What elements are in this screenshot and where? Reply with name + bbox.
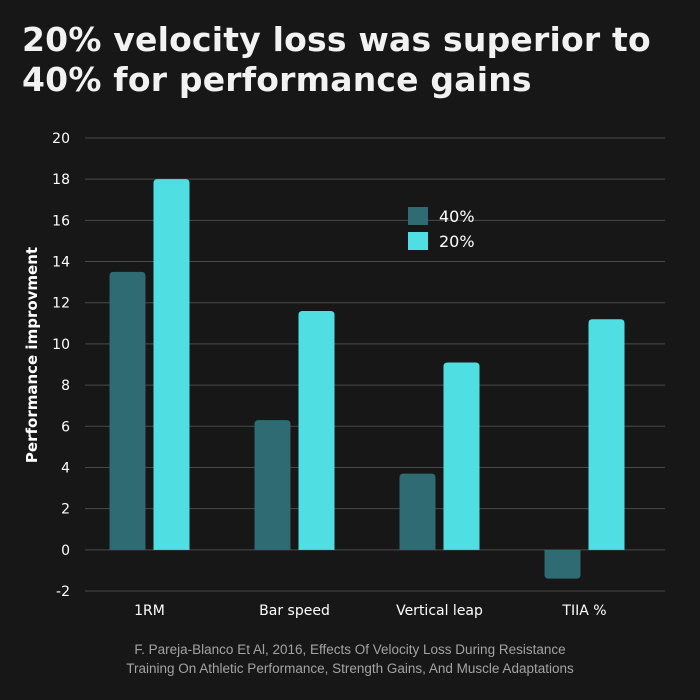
bars <box>109 179 625 579</box>
y-tick-label: 18 <box>52 172 70 188</box>
y-tick-label: -2 <box>56 584 70 600</box>
bar-40pct-bar-speed <box>254 420 291 550</box>
legend-label: 20% <box>439 232 475 251</box>
source-line-2: Training On Athletic Performance, Streng… <box>126 661 574 676</box>
bar-40pct-1rm <box>109 271 146 550</box>
y-tick-label: 16 <box>52 213 70 229</box>
x-tick-labels: 1RM Bar speed Vertical leap TIIA % <box>134 603 606 619</box>
bar-40pct-vertical-leap <box>399 473 436 550</box>
legend-swatch <box>408 207 428 225</box>
source-citation: F. Pareja-Blanco Et Al, 2016, Effects Of… <box>0 640 700 678</box>
x-tick-label: 1RM <box>134 603 165 619</box>
y-tick-label: 6 <box>61 419 70 435</box>
title-line-1: 20% velocity loss was superior to <box>22 20 651 59</box>
source-line-1: F. Pareja-Blanco Et Al, 2016, Effects Of… <box>134 642 566 657</box>
bar-20pct-vertical-leap <box>443 362 480 550</box>
bar-40pct-tiia- <box>544 549 581 579</box>
bar-20pct-bar-speed <box>298 310 335 550</box>
y-tick-labels: -2 0 2 4 6 8 10 12 14 16 18 20 <box>52 131 70 600</box>
legend-swatch <box>408 232 428 250</box>
y-tick-label: 20 <box>52 131 70 147</box>
y-tick-label: 10 <box>52 337 70 353</box>
chart-title: 20% velocity loss was superior to 40% fo… <box>22 20 682 100</box>
bar-20pct-1rm <box>153 179 190 550</box>
y-tick-label: 14 <box>52 255 70 271</box>
y-tick-label: 8 <box>61 378 70 394</box>
y-tick-label: 4 <box>61 460 70 476</box>
legend-label: 40% <box>439 207 475 226</box>
title-line-2: 40% for performance gains <box>22 60 532 99</box>
y-axis-label: Performance improvment <box>23 247 41 463</box>
y-tick-label: 2 <box>61 502 70 518</box>
x-tick-label: Vertical leap <box>396 603 483 619</box>
y-tick-label: 12 <box>52 296 70 312</box>
x-tick-label: TIIA % <box>561 603 606 619</box>
y-tick-label: 0 <box>61 543 70 559</box>
legend: 40%20% <box>408 207 475 251</box>
bar-20pct-tiia- <box>588 319 625 550</box>
x-tick-label: Bar speed <box>259 603 330 619</box>
